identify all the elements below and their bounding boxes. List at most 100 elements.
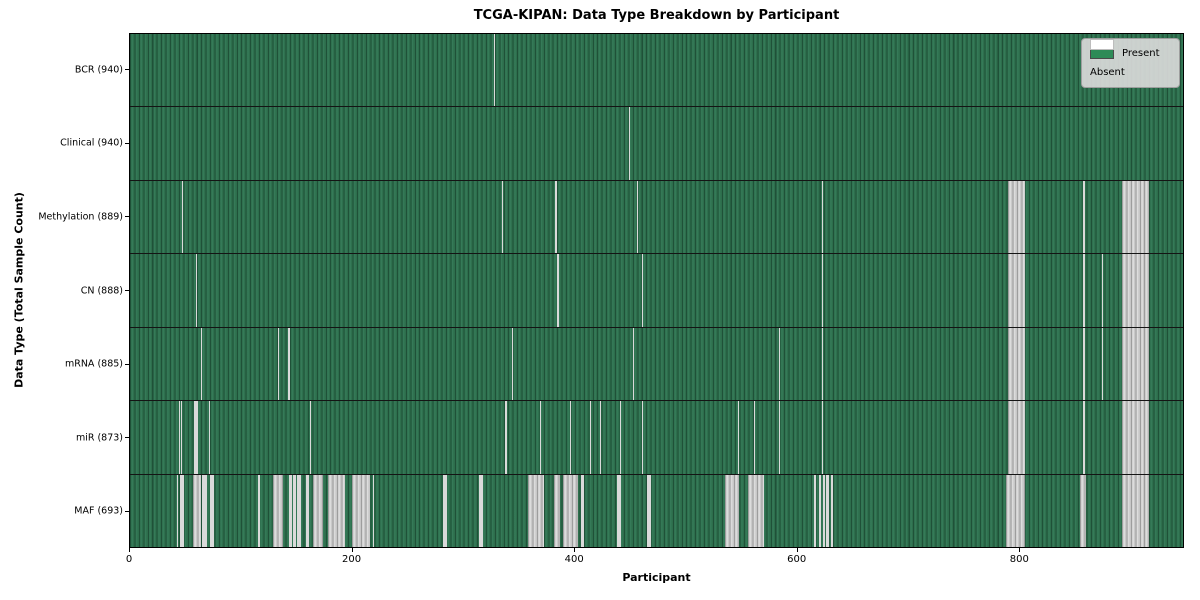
absent-run	[818, 474, 821, 547]
y-tick-label-Methylation: Methylation (889)	[38, 211, 123, 223]
y-tick-label-Clinical: Clinical (940)	[60, 137, 123, 149]
absent-run	[182, 180, 184, 254]
absent-run	[202, 474, 207, 547]
row-CN	[130, 254, 1183, 328]
y-tick-mark	[125, 510, 129, 512]
absent-run	[754, 401, 756, 474]
absent-run	[646, 474, 651, 547]
plot-area	[129, 33, 1184, 548]
absent-run	[1101, 254, 1104, 327]
y-tick-label-mRNA: mRNA (885)	[64, 358, 123, 370]
absent-run	[569, 401, 571, 474]
absent-run	[194, 401, 198, 474]
absent-run	[1121, 180, 1149, 254]
absent-run	[628, 107, 630, 180]
y-tick-mark	[125, 290, 129, 291]
absent-run	[814, 474, 817, 547]
row-MAF	[130, 474, 1183, 547]
absent-run	[616, 474, 621, 547]
absent-run	[822, 401, 824, 474]
absent-run	[195, 254, 197, 327]
x-tick-label-200: 200	[342, 554, 362, 565]
x-tick-mark	[351, 548, 353, 552]
absent-run	[209, 474, 215, 547]
absent-run	[309, 401, 312, 474]
legend-present-label: Present	[1122, 48, 1160, 59]
row-Methylation	[130, 180, 1183, 255]
absent-run	[287, 327, 290, 401]
legend-item-absent: Absent	[1090, 39, 1171, 82]
x-tick-label-400: 400	[564, 554, 584, 565]
y-tick-label-miR: miR (873)	[75, 432, 123, 444]
absent-run	[563, 474, 578, 547]
absent-run	[327, 474, 346, 547]
y-tick-mark	[125, 69, 129, 71]
absent-run	[633, 327, 635, 401]
absent-run	[737, 401, 739, 474]
absent-run	[313, 474, 324, 547]
absent-run	[822, 180, 824, 254]
row-miR	[130, 401, 1183, 475]
absent-run	[642, 254, 644, 327]
absent-run	[1121, 254, 1149, 327]
y-tick-mark	[125, 216, 129, 218]
absent-run	[478, 474, 484, 547]
absent-run	[512, 327, 514, 401]
absent-run	[619, 401, 621, 474]
absent-swatch-icon	[1090, 39, 1114, 50]
y-tick-mark	[125, 363, 129, 365]
absent-run	[589, 401, 591, 474]
legend-absent-label: Absent	[1090, 67, 1125, 78]
absent-run	[502, 180, 504, 254]
y-tick-mark	[125, 437, 129, 439]
absent-run	[747, 474, 765, 547]
absent-run	[176, 474, 178, 547]
absent-run	[505, 401, 507, 474]
y-tick-label-CN: CN (888)	[80, 285, 123, 296]
absent-run	[178, 401, 180, 474]
absent-run	[277, 327, 279, 401]
absent-run	[636, 180, 638, 254]
absent-run	[179, 474, 185, 547]
absent-run	[443, 474, 447, 547]
absent-run	[193, 474, 202, 547]
absent-run	[556, 254, 559, 327]
absent-run	[1121, 474, 1149, 547]
absent-run	[555, 180, 557, 254]
absent-run	[539, 401, 541, 474]
y-tick-label-BCR: BCR (940)	[74, 64, 123, 76]
absent-run	[273, 474, 284, 547]
absent-run	[494, 34, 496, 107]
absent-run	[580, 474, 585, 547]
absent-run	[527, 474, 545, 547]
absent-run	[352, 474, 370, 547]
absent-run	[1083, 254, 1086, 327]
row-BCR	[130, 34, 1183, 108]
y-tick-mark	[125, 142, 129, 144]
absent-run	[201, 327, 203, 401]
absent-run	[830, 474, 834, 547]
row-Clinical	[130, 107, 1183, 181]
absent-run	[1007, 180, 1026, 254]
absent-run	[725, 474, 739, 547]
absent-run	[1007, 401, 1026, 474]
absent-run	[1101, 327, 1104, 401]
absent-run	[1083, 180, 1086, 254]
absent-run	[599, 401, 601, 474]
absent-run	[1006, 474, 1026, 547]
absent-run	[826, 474, 829, 547]
x-tick-label-600: 600	[787, 554, 807, 565]
absent-run	[1083, 401, 1086, 474]
x-tick-label-800: 800	[1009, 554, 1029, 565]
absent-run	[1079, 474, 1087, 547]
x-tick-mark	[796, 548, 798, 552]
absent-run	[642, 401, 644, 474]
absent-run	[208, 401, 210, 474]
absent-run	[778, 401, 780, 474]
absent-run	[288, 474, 293, 547]
absent-run	[293, 474, 296, 547]
absent-run	[296, 474, 302, 547]
absent-run	[822, 327, 824, 401]
chart-title: TCGA-KIPAN: Data Type Breakdown by Parti…	[473, 8, 840, 23]
